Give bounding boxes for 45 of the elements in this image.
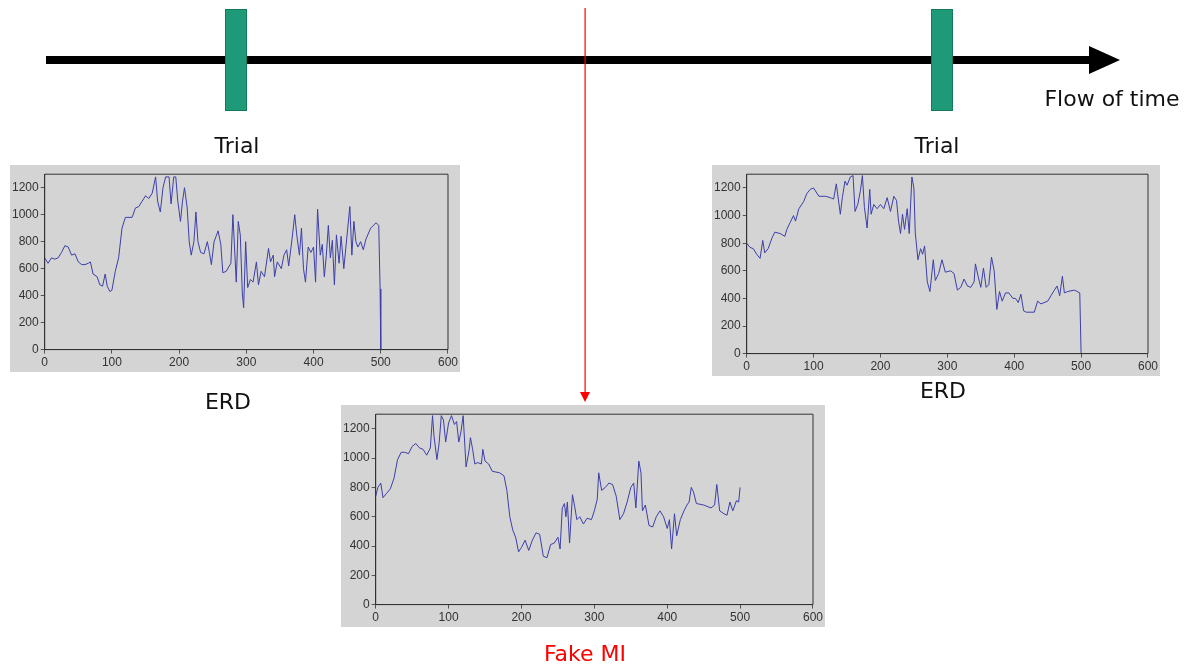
x-axis-title: Fake MI (542, 641, 628, 666)
y-tick-label: 400 (720, 290, 742, 305)
y-tick-label: 200 (18, 314, 40, 329)
y-tick-label: 1200 (342, 421, 371, 436)
y-tick-label: 600 (18, 260, 40, 275)
x-tick-label: 500 (370, 355, 392, 370)
y-tick-label: 1000 (342, 450, 371, 465)
x-tick-label: 200 (169, 355, 190, 370)
x-tick-label: 400 (657, 610, 678, 625)
y-tick-label: 800 (720, 235, 742, 250)
x-tick-label: 600 (1137, 359, 1159, 374)
x-axis-title: ERD (918, 378, 968, 403)
y-tick-label: 400 (18, 287, 40, 302)
y-tick-label: 200 (720, 318, 742, 333)
x-tick-label: 600 (802, 610, 824, 625)
x-tick-label: 400 (303, 355, 324, 370)
y-tick-label: 600 (349, 509, 371, 524)
y-tick-label: 800 (349, 479, 371, 494)
x-tick-label: 600 (437, 355, 459, 370)
y-tick-label: 200 (349, 567, 371, 582)
y-tick-label: 0 (734, 345, 742, 360)
x-axis-title: ERD (203, 389, 253, 414)
y-tick-label: 1000 (11, 206, 40, 221)
x-tick-label: 300 (937, 359, 958, 374)
x-tick-label: 200 (870, 359, 891, 374)
x-tick-label: 400 (1004, 359, 1025, 374)
x-tick-label: 500 (730, 610, 751, 625)
y-tick-label: 600 (720, 263, 742, 278)
y-tick-label: 800 (18, 233, 40, 248)
y-tick-label: 1200 (713, 180, 742, 195)
y-tick-label: 0 (32, 341, 40, 356)
x-tick-label: 100 (101, 355, 123, 370)
x-tick-label: 100 (438, 610, 459, 625)
y-tick-label: 1000 (713, 207, 742, 222)
text: Flow of time (1043, 86, 1181, 111)
x-tick-label: 300 (584, 610, 605, 625)
y-tick-label: 1200 (11, 180, 40, 194)
x-tick-label: 300 (236, 355, 257, 370)
x-tick-label: 500 (1071, 359, 1092, 374)
text: Trial (213, 133, 261, 158)
y-tick-label: 0 (363, 596, 371, 611)
x-tick-label: 200 (511, 610, 532, 625)
text: Trial (913, 133, 961, 158)
x-tick-label: 100 (803, 359, 824, 374)
y-tick-label: 400 (349, 538, 371, 553)
